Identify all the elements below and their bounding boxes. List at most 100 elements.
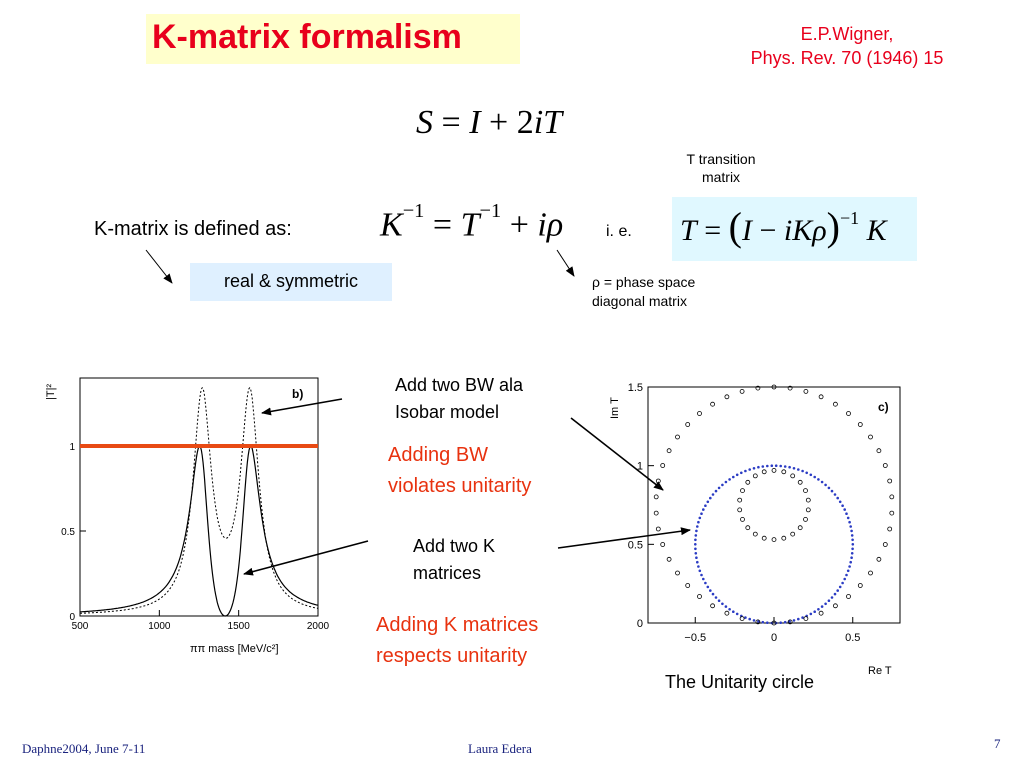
unitarity-circle-point [820, 605, 824, 608]
arrow-to-bw-peak [261, 398, 343, 416]
x-tick-label: 1500 [228, 621, 251, 632]
unitarity-circle-point [797, 468, 800, 471]
rho-note-line1: ρ = phase space [592, 274, 696, 290]
unitarity-circle-point [706, 500, 710, 504]
bw-point [803, 488, 808, 493]
t-note-line2: matrix [701, 169, 741, 185]
argand-x-tick-label: 0.5 [845, 632, 860, 644]
argand-y-tick-label: 1 [637, 461, 643, 473]
unitarity-circle-point [695, 529, 698, 533]
unitarity-circle-point [843, 577, 846, 581]
bw-point [797, 479, 803, 485]
t-note-line1: T transition [686, 151, 756, 167]
unitarity-circle-point [817, 608, 820, 611]
y-tick-label: 0 [69, 612, 75, 623]
bw-point [818, 394, 824, 400]
bw-point [887, 478, 893, 484]
unitarity-circle-point [809, 612, 813, 616]
unitarity-circle-point [717, 599, 721, 602]
adding-bw-line2: violates unitarity [388, 475, 532, 497]
bw-point [685, 583, 691, 588]
unitarity-circle-point [752, 619, 756, 622]
unitarity-circle-point [850, 534, 854, 537]
bw-point [771, 537, 777, 543]
bw-point [737, 497, 743, 503]
slide-title: K-matrix formalism [152, 18, 462, 56]
argand-y-tick-label: 0 [637, 618, 643, 630]
unitarity-circle-point [714, 596, 718, 599]
unitarity-circle-point [809, 473, 813, 477]
unitarity-circle-point [706, 585, 710, 589]
unitarity-circle-point [748, 617, 751, 621]
argand-y-tick-label: 1.5 [628, 382, 643, 394]
bw-point [740, 516, 745, 522]
argand-x-label: Re T [868, 665, 892, 677]
footer-conference: Daphne2004, June 7-11 [22, 741, 146, 756]
footer-author: Laura Edera [468, 741, 532, 756]
unitarity-circle-point [766, 464, 769, 468]
bw-point [685, 422, 691, 427]
bw-point [697, 411, 702, 416]
unitarity-circle-point [744, 616, 747, 619]
unitarity-circle-point [836, 496, 839, 500]
unitarity-circle-point [766, 621, 769, 624]
bw-point [818, 610, 824, 616]
arrow-to-k-curve [243, 540, 369, 576]
unitarity-circle-point [735, 473, 739, 477]
unitarity-circle-point [704, 504, 707, 507]
unitarity-circle-point [721, 602, 724, 606]
bw-point [805, 507, 811, 513]
bw-point [710, 603, 715, 609]
x-tick-label: 500 [72, 621, 89, 632]
unitarity-circle-point [761, 465, 765, 468]
unitarity-circle-point [779, 464, 782, 468]
unitarity-circle-point [728, 608, 731, 611]
bw-point [803, 616, 809, 622]
unitarity-circle-point [805, 471, 808, 475]
unitarity-circle-point [709, 496, 712, 500]
argand-x-tick-label: −0.5 [684, 632, 706, 644]
bw-point [771, 620, 777, 626]
unitarity-circle-point [850, 556, 853, 559]
unitarity-circle-point [813, 610, 816, 613]
t-formula-background [672, 197, 917, 261]
unitarity-circle-point [849, 525, 852, 528]
x-tick-label: 2000 [307, 621, 330, 632]
unitarity-circle-point [711, 592, 715, 596]
unitarity-circle-point [851, 543, 855, 546]
unitarity-circle-point [845, 512, 848, 515]
bw-point [653, 510, 659, 516]
kmatrix-definition-label: K-matrix is defined as: [94, 218, 292, 240]
unitarity-circle-point [801, 469, 804, 473]
bw-point [739, 388, 745, 394]
bw-point [803, 388, 809, 394]
bw-point [787, 385, 793, 391]
chart-t-squared: |T|² b) ππ mass [MeV/c²] 500 1000 1500 2000… [45, 377, 330, 655]
unitarity-circle-point [757, 620, 760, 623]
unitarity-circle-point [714, 489, 718, 493]
bw-point [889, 494, 895, 500]
t-transition-note: T transition matrix [666, 150, 776, 186]
unitarity-circle-point [827, 486, 831, 490]
bw-point [857, 422, 863, 427]
bw-point [740, 488, 745, 493]
bw-point [666, 448, 672, 454]
equation-t-from-k: T = (I − iKρ)−1 K [680, 204, 887, 249]
bw-point [868, 570, 873, 576]
adding-bw-line1: Adding BW [388, 444, 489, 466]
bw-point [876, 448, 882, 454]
add-k-line1: Add two K [413, 536, 496, 556]
bw-point [771, 468, 777, 473]
unitarity-circle-point [827, 599, 831, 602]
y-tick-label: 1 [69, 442, 75, 453]
unitarity-circle-point [704, 581, 707, 585]
unitarity-circle-point [833, 592, 837, 596]
unitarity-circle-point [735, 612, 739, 616]
adding-k-line2: respects unitarity [376, 645, 528, 667]
unitarity-circle-point [848, 520, 851, 524]
bw-point [660, 542, 666, 547]
ie-label: i. e. [606, 223, 632, 240]
unitarity-circle-point [838, 585, 842, 589]
unitarity-circle-point [846, 516, 850, 520]
